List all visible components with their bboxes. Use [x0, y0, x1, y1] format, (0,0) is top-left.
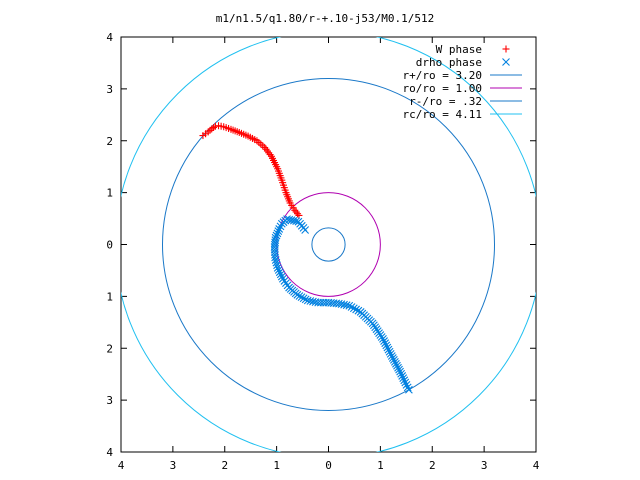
y-tick-label: 3 [106, 83, 113, 96]
data-point [400, 376, 409, 385]
data-point [396, 367, 404, 376]
legend-label: r+/ro = 3.20 [403, 69, 482, 82]
y-tick-label: 2 [106, 135, 113, 148]
legend-label: W phase [436, 43, 482, 56]
data-point [392, 359, 400, 368]
x-tick-label: 1 [377, 459, 384, 472]
data-point [277, 272, 286, 281]
data-point [387, 352, 396, 360]
x-tick-label: 4 [533, 459, 540, 472]
data-point [275, 225, 284, 233]
data-point [292, 217, 301, 226]
data-point [379, 335, 387, 343]
legend-label: drho phase [416, 56, 482, 69]
data-point [273, 263, 282, 272]
data-point [274, 266, 283, 274]
data-point [382, 341, 391, 350]
data-point [266, 151, 274, 159]
data-point [263, 147, 271, 155]
x-tick-label: 3 [170, 459, 177, 472]
data-point [347, 303, 356, 311]
data-point [262, 145, 270, 153]
legend-label: ro/ro = 1.00 [403, 82, 482, 95]
data-point [384, 345, 393, 354]
legend-entry: r+/ro = 3.20 [403, 69, 522, 82]
chart-title: m1/n1.5/q1.80/r-+.10-j53/M0.1/512 [216, 12, 435, 25]
y-axis: 4 3 2 1 0 1 2 3 4 [106, 31, 536, 459]
legend-entry: r-/ro = .32 [409, 95, 522, 108]
data-point [289, 216, 298, 225]
legend-marker [502, 58, 510, 66]
data-point [397, 369, 406, 378]
data-point [389, 356, 398, 364]
data-point [294, 217, 303, 226]
x-tick-label: 0 [325, 459, 332, 472]
legend-entry: ro/ro = 1.00 [403, 82, 522, 95]
data-point [273, 261, 281, 270]
legend-entry: rc/ro = 4.11 [403, 108, 522, 121]
data-point [388, 354, 397, 362]
data-point [295, 292, 304, 300]
data-point [294, 210, 302, 218]
data-point [383, 343, 392, 352]
reference-circle [311, 227, 346, 262]
y-tick-label: 1 [106, 187, 113, 200]
data-point [342, 301, 351, 310]
data-point [394, 363, 402, 372]
data-point [380, 337, 388, 345]
data-point [381, 339, 390, 348]
x-tick-label: 2 [221, 459, 228, 472]
data-point [405, 385, 413, 394]
data-point [272, 231, 281, 240]
x-axis: 4 3 2 1 0 1 2 3 4 [118, 37, 540, 472]
legend-label: rc/ro = 4.11 [403, 108, 482, 121]
series-drho-phase [270, 215, 413, 394]
data-point [391, 357, 399, 366]
data-point [274, 227, 283, 236]
reference-circle [162, 78, 495, 411]
data-point [265, 149, 273, 157]
data-point [276, 270, 285, 279]
data-point [395, 365, 403, 374]
x-tick-label: 2 [429, 459, 436, 472]
data-series [199, 122, 413, 394]
data-point [398, 372, 407, 380]
data-point [299, 294, 308, 303]
x-tick-label: 1 [273, 459, 280, 472]
y-tick-label: 3 [106, 394, 113, 407]
series-w-phase [199, 122, 303, 219]
legend-entry: drho phase [416, 56, 510, 69]
data-point [297, 293, 306, 301]
data-point [261, 143, 269, 151]
legend-marker [502, 45, 510, 53]
y-tick-label: 2 [106, 342, 113, 355]
x-tick-label: 4 [118, 459, 125, 472]
data-point [354, 306, 363, 315]
data-point [393, 361, 401, 370]
data-point [401, 378, 410, 387]
y-tick-label: 1 [106, 290, 113, 303]
data-point [293, 290, 302, 299]
data-point [301, 295, 310, 304]
legend-entry: W phase [436, 43, 510, 56]
data-point [273, 229, 282, 238]
legend-label: r-/ro = .32 [409, 95, 482, 108]
x-tick-label: 3 [481, 459, 488, 472]
data-point [275, 268, 284, 277]
data-point [403, 383, 412, 392]
data-point [386, 350, 395, 358]
data-point [287, 216, 296, 225]
data-point [399, 374, 408, 383]
data-point [402, 381, 411, 389]
data-point [345, 301, 354, 310]
data-point [385, 347, 394, 356]
y-tick-label: 4 [106, 31, 113, 44]
y-tick-label: 4 [106, 446, 113, 459]
data-point [352, 305, 360, 314]
data-point [349, 304, 358, 313]
y-tick-label: 0 [106, 239, 113, 252]
